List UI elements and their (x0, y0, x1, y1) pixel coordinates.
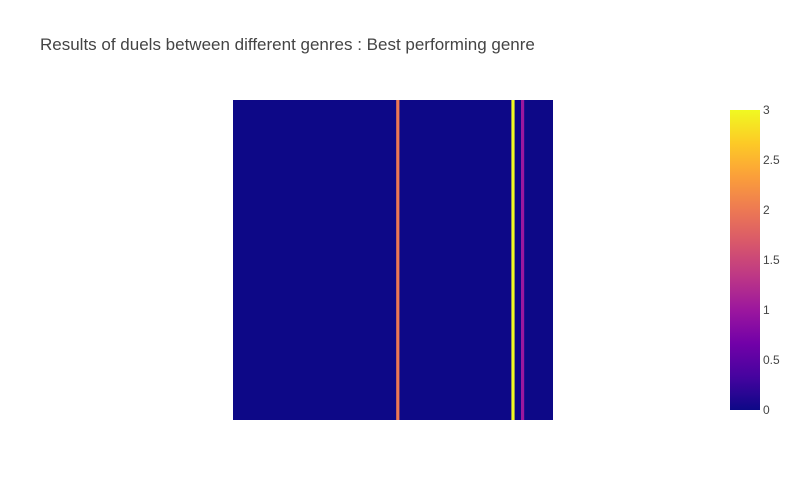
colorbar-tick-label: 2.5 (763, 153, 780, 167)
heatmap-cells-zero (233, 100, 553, 420)
colorbar: 0 0.5 1 1.5 2 2.5 3 (730, 103, 780, 417)
heatmap-plot-area (233, 100, 553, 420)
colorbar-tick-label: 2 (763, 203, 770, 217)
colorbar-tick-label: 0.5 (763, 353, 780, 367)
colorbar-gradient (730, 110, 760, 410)
heatmap-column-87 (511, 100, 515, 420)
heatmap-column-90 (521, 100, 525, 420)
colorbar-tick-label: 3 (763, 103, 770, 117)
heatmap-column-51 (396, 100, 400, 420)
colorbar-tick-label: 1 (763, 303, 770, 317)
colorbar-tick-label: 0 (763, 403, 770, 417)
chart-title: Results of duels between different genre… (40, 35, 535, 54)
colorbar-tick-label: 1.5 (763, 253, 780, 267)
